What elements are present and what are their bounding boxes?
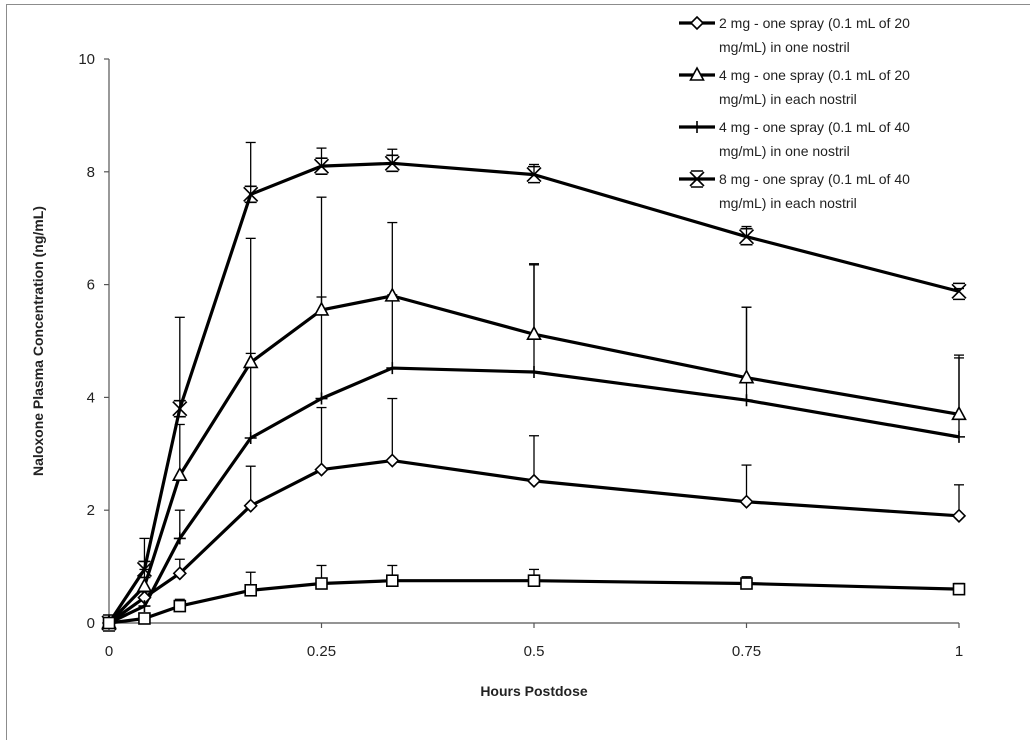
legend-marker bbox=[691, 121, 703, 133]
y-tick-label: 8 bbox=[87, 164, 95, 181]
series-markers bbox=[101, 154, 967, 632]
legend-label: mg/mL) in one nostril bbox=[719, 39, 850, 55]
data-point bbox=[738, 368, 755, 384]
data-point bbox=[526, 473, 542, 489]
data-point bbox=[740, 577, 753, 590]
data-point bbox=[244, 432, 257, 445]
series-lines bbox=[107, 161, 960, 625]
data-point bbox=[951, 405, 967, 421]
y-tick-label: 0 bbox=[87, 615, 95, 632]
data-point bbox=[244, 583, 257, 597]
chart-frame: 0 2 4 6 8 10 0 0.25 0.5 0.75 1 Hours Postdose Nalo… bbox=[6, 4, 1030, 740]
y-tick-label: 4 bbox=[87, 389, 95, 406]
data-point bbox=[953, 430, 965, 443]
legend-item: 4 mg - one spray (0.1 mL of 40 mg/mL) in … bbox=[679, 119, 910, 159]
data-point bbox=[951, 282, 967, 301]
data-point bbox=[738, 227, 755, 246]
data-point bbox=[243, 498, 258, 513]
data-point bbox=[386, 574, 399, 588]
y-tick-label: 6 bbox=[87, 277, 95, 294]
data-point bbox=[951, 508, 967, 523]
y-axis-title: Naloxone Plasma Concentration (ng/mL) bbox=[30, 206, 46, 476]
legend-item: 8 mg - one spray (0.1 mL of 40 mg/mL) in … bbox=[679, 170, 910, 211]
legend-item: 2 mg - one spray (0.1 mL of 20 mg/mL) in … bbox=[679, 15, 910, 55]
data-point bbox=[172, 566, 187, 581]
data-point bbox=[315, 392, 328, 405]
legend-marker bbox=[689, 15, 705, 31]
legend-label: mg/mL) in each nostril bbox=[719, 91, 857, 107]
y-tick-label: 10 bbox=[78, 51, 95, 68]
data-point bbox=[172, 399, 188, 418]
axes bbox=[104, 58, 960, 628]
legend-label: 2 mg - one spray (0.1 mL of 20 bbox=[719, 15, 910, 31]
data-point bbox=[527, 574, 541, 588]
x-axis-title: Hours Postdose bbox=[480, 683, 588, 699]
x-tick-label: 0 bbox=[105, 643, 113, 660]
data-point bbox=[138, 600, 151, 613]
legend-item: 4 mg - one spray (0.1 mL of 20 mg/mL) in … bbox=[679, 66, 910, 107]
data-point bbox=[952, 582, 966, 596]
data-point bbox=[528, 366, 540, 379]
legend-label: mg/mL) in each nostril bbox=[719, 195, 857, 211]
legend-label: 8 mg - one spray (0.1 mL of 40 bbox=[719, 171, 910, 187]
data-point bbox=[384, 287, 401, 302]
data-point bbox=[173, 599, 187, 613]
x-tick-label: 1 bbox=[955, 643, 963, 660]
data-point bbox=[138, 612, 151, 625]
legend-marker bbox=[689, 66, 705, 81]
data-point bbox=[313, 301, 330, 316]
data-point bbox=[386, 362, 399, 375]
data-point bbox=[102, 616, 116, 630]
legend-label: 4 mg - one spray (0.1 mL of 40 bbox=[719, 119, 910, 135]
naloxone-concentration-chart: 0 2 4 6 8 10 0 0.25 0.5 0.75 1 Hours Postdose Nalo… bbox=[30, 15, 967, 699]
data-point bbox=[243, 185, 259, 204]
data-point bbox=[136, 560, 153, 579]
data-point bbox=[242, 353, 259, 369]
data-point bbox=[171, 466, 188, 482]
data-point bbox=[385, 453, 400, 468]
data-point bbox=[173, 532, 186, 545]
x-tick-label: 0.75 bbox=[732, 643, 761, 660]
y-tick-label: 2 bbox=[87, 502, 95, 519]
data-point bbox=[313, 157, 330, 175]
legend-marker bbox=[689, 170, 705, 188]
data-point bbox=[314, 462, 329, 477]
x-tick-label: 0.5 bbox=[524, 643, 545, 660]
data-point bbox=[136, 577, 153, 593]
series-line-5 bbox=[108, 579, 960, 625]
data-point bbox=[739, 494, 754, 509]
data-point bbox=[384, 154, 400, 173]
legend-label: 4 mg - one spray (0.1 mL of 20 bbox=[719, 67, 910, 83]
error-bars bbox=[139, 141, 964, 619]
data-point bbox=[315, 577, 328, 590]
data-point bbox=[740, 394, 753, 407]
legend: 2 mg - one spray (0.1 mL of 20 mg/mL) in … bbox=[679, 15, 910, 211]
legend-label: mg/mL) in one nostril bbox=[719, 143, 850, 159]
data-point bbox=[526, 165, 542, 184]
data-point bbox=[526, 325, 542, 341]
x-tick-label: 0.25 bbox=[307, 643, 336, 660]
tick-labels: 0 2 4 6 8 10 0 0.25 0.5 0.75 1 bbox=[78, 51, 963, 660]
